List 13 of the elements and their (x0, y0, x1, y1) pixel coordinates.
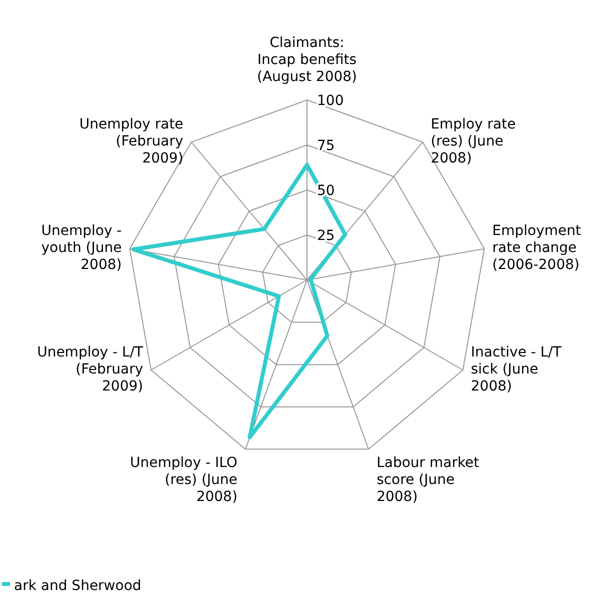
spoke-label: Inactive - L/T sick (June 2008) (470, 344, 562, 394)
spoke-label: Employment rate change (2006-2008) (492, 223, 582, 274)
legend-label: ark and Sherwood (14, 578, 142, 594)
y-tick-label: 25 (317, 228, 335, 244)
spoke-label: Claimants: Incap benefits (August 2008) (257, 35, 357, 85)
spoke-label: Unemploy rate (February 2009) (79, 116, 184, 167)
spoke-label: Unemploy - youth (June 2008) (41, 223, 122, 274)
spoke-label: Unemploy - ILO (res) (June 2008) (130, 455, 238, 506)
spoke-label: Unemploy - L/T (February 2009) (37, 344, 144, 394)
spoke-label: Employ rate (res) (June 2008) (430, 116, 516, 167)
y-tick-label: 75 (317, 138, 335, 154)
y-tick-label: 100 (317, 93, 344, 109)
spoke-label: Labour market score (June 2008) (376, 455, 480, 506)
